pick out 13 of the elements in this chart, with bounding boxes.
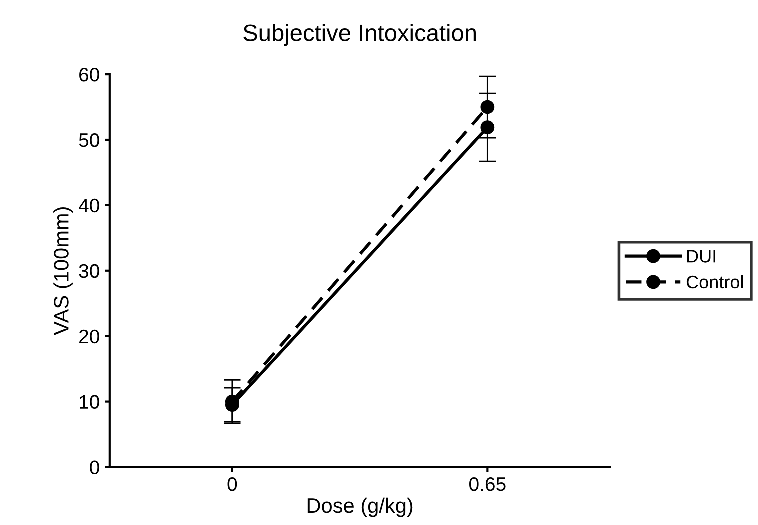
x-axis-title: Dose (g/kg)	[308, 498, 413, 518]
legend-label: Control	[686, 275, 744, 289]
y-tick-label: 50	[79, 133, 100, 148]
x-tick-label: 0.65	[470, 477, 506, 492]
y-tick-label: 30	[79, 264, 100, 278]
y-tick-label: 10	[80, 395, 100, 410]
y-axis-title: VAS (100mm)	[54, 208, 73, 336]
y-tick-label: 0	[90, 460, 100, 474]
y-tick-label: 20	[80, 330, 100, 344]
y-tick-label: 40	[79, 198, 100, 213]
y-tick-label: 60	[80, 68, 100, 82]
chart-title: Subjective Intoxication	[244, 24, 476, 46]
legend-label: DUI	[688, 250, 716, 263]
